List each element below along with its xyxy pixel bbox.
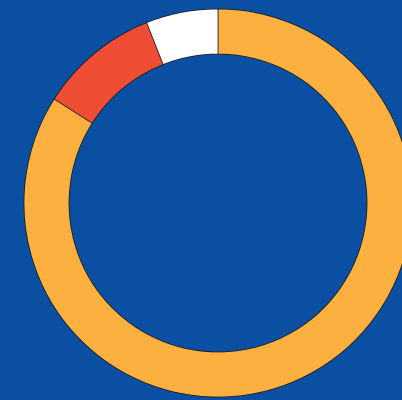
donut-segment: [23, 8, 402, 398]
donut-segment: [146, 8, 219, 65]
